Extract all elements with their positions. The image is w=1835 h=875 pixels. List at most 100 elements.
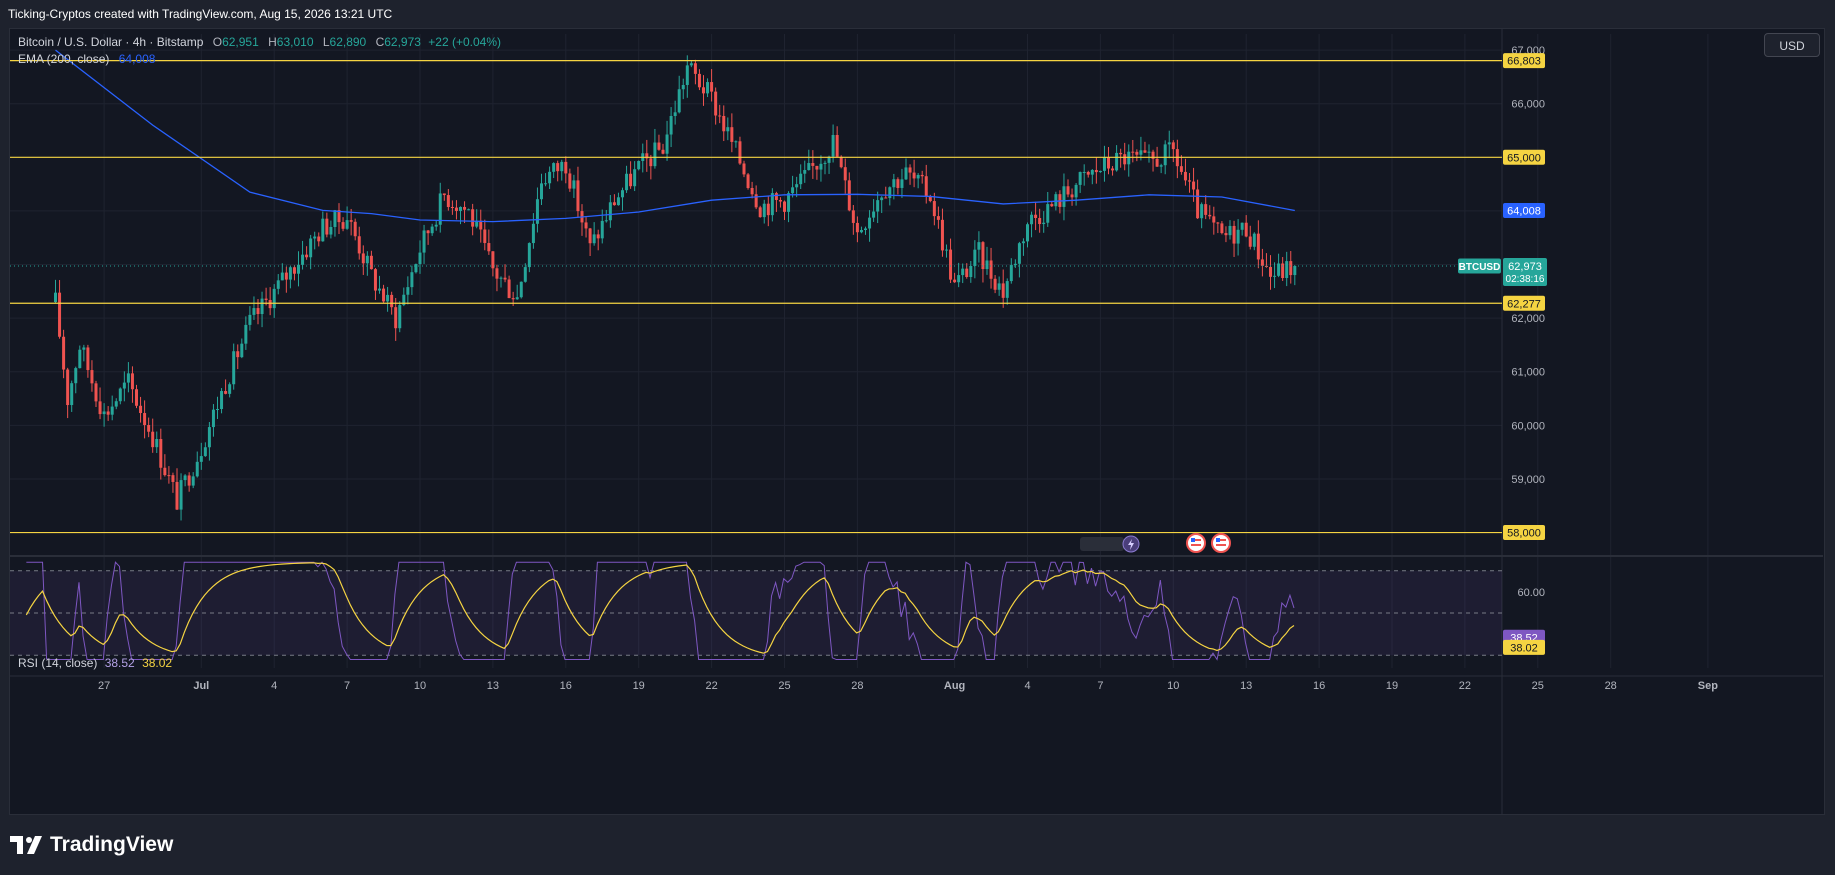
candle-body: [211, 409, 215, 428]
level-label: 65,000: [1507, 152, 1541, 164]
candle-body: [1021, 241, 1025, 244]
candle-body: [653, 142, 657, 167]
flag-stripe: [1216, 539, 1226, 541]
candle-body: [248, 314, 252, 325]
candle-body: [985, 260, 989, 270]
candle-body: [1256, 233, 1260, 260]
ema-label[interactable]: EMA (200, close): [18, 52, 110, 66]
candle-body: [305, 254, 309, 258]
price-tick-label: 60,000: [1511, 420, 1545, 432]
candle-body: [398, 305, 402, 329]
candle-body: [207, 427, 211, 448]
candle-body: [1115, 152, 1119, 171]
rsi-label[interactable]: RSI (14, close): [18, 656, 98, 670]
candle-body: [276, 280, 280, 289]
candle-body: [932, 201, 936, 217]
candle-body: [240, 343, 244, 358]
candle-body: [868, 217, 872, 229]
time-tick-label: 25: [778, 680, 790, 692]
candle-body: [1123, 154, 1127, 165]
candle-body: [742, 163, 746, 175]
candle-body: [1188, 180, 1191, 182]
candle-body: [957, 275, 961, 283]
candle-body: [345, 220, 349, 229]
currency-button[interactable]: USD: [1764, 33, 1820, 57]
time-tick-label: 4: [1024, 680, 1030, 692]
candles-group: [54, 55, 1297, 521]
ema-price-label: 64,008: [1507, 205, 1541, 217]
candle-body: [997, 283, 1001, 290]
candle-body: [734, 141, 738, 143]
candle-body: [475, 220, 479, 227]
candle-body: [1098, 170, 1102, 173]
candle-body: [1212, 216, 1216, 223]
candle-body: [1013, 263, 1017, 266]
candle-body: [1167, 142, 1171, 145]
candle-body: [410, 272, 414, 288]
candle-body: [681, 84, 685, 90]
candle-body: [151, 431, 155, 448]
candle-body: [945, 249, 948, 251]
candle-body: [54, 292, 57, 303]
candle-body: [309, 238, 313, 258]
candle-body: [1147, 151, 1151, 153]
candle-body: [297, 264, 300, 274]
flag-canton: [1191, 538, 1195, 542]
candle-body: [884, 197, 888, 199]
candle-body: [82, 347, 86, 350]
level-label-bg: [1503, 53, 1545, 69]
candle-body: [1127, 151, 1131, 165]
candle-body: [552, 163, 556, 172]
candle-body: [799, 173, 803, 185]
candle-body: [1269, 266, 1272, 277]
candle-body: [264, 298, 268, 300]
symbol-name[interactable]: Bitcoin / U.S. Dollar · 4h · Bitstamp: [18, 35, 204, 49]
candle-body: [450, 206, 454, 208]
candle-body: [1179, 166, 1183, 172]
candle-body: [1289, 261, 1293, 276]
candle-body: [1131, 151, 1135, 153]
candle-body: [1252, 233, 1256, 247]
candle-body: [669, 116, 673, 135]
candle-body: [1277, 263, 1281, 276]
candle-body: [612, 202, 616, 206]
candle-body: [629, 173, 633, 187]
candle-body: [292, 267, 296, 274]
ema-price-label-bg: [1503, 202, 1545, 218]
candle-body: [1090, 169, 1094, 175]
candle-body: [596, 234, 600, 239]
candle-body: [313, 236, 317, 239]
candle-body: [1220, 223, 1224, 234]
time-tick-label: Jul: [193, 680, 209, 692]
candle-body: [993, 278, 997, 290]
candle-body: [418, 252, 422, 265]
candle-body: [1111, 168, 1115, 171]
candle-body: [467, 209, 471, 211]
candle-body: [936, 216, 940, 220]
candle-body: [1163, 144, 1167, 166]
candle-body: [1196, 189, 1200, 219]
flag-stripe: [1216, 544, 1226, 546]
candle-body: [114, 401, 118, 407]
candle-body: [361, 253, 365, 264]
candle-body: [349, 220, 353, 222]
candle-body: [167, 475, 171, 477]
close-key: C: [375, 35, 385, 49]
candle-body: [750, 187, 754, 195]
candle-body: [507, 279, 511, 299]
symbol-legend: Bitcoin / U.S. Dollar · 4h · Bitstamp O6…: [18, 34, 501, 68]
candle-body: [426, 230, 430, 234]
candle-body: [1244, 222, 1248, 237]
candle-body: [118, 388, 122, 402]
candle-body: [940, 219, 944, 251]
candle-body: [625, 173, 629, 191]
candle-body: [791, 187, 795, 194]
candle-body: [572, 180, 576, 189]
candle-body: [657, 142, 661, 150]
flag-canton: [1216, 538, 1220, 542]
level-label-bg: [1503, 295, 1545, 311]
candle-body: [815, 165, 819, 170]
time-tick-label: 13: [1240, 680, 1252, 692]
price-tick-label: 62,000: [1511, 313, 1545, 325]
